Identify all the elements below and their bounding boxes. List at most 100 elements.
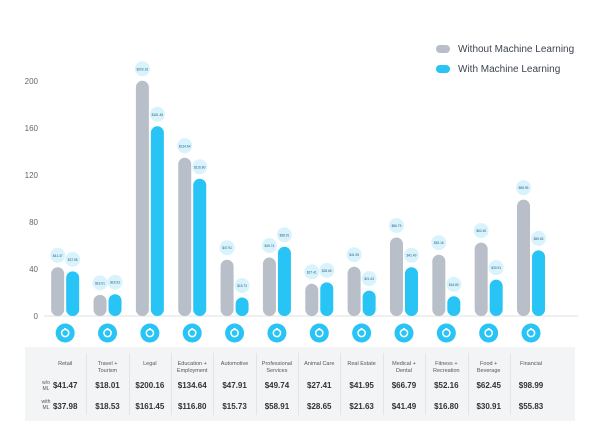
bubble-with-ml: $37.98 — [65, 251, 81, 267]
briefcase-icon — [267, 323, 287, 343]
category-label: Professional Services — [261, 361, 293, 374]
bubble-circle — [234, 278, 250, 294]
bubble-circle — [473, 223, 489, 239]
legend: Without Machine Learning With Machine Le… — [436, 39, 574, 79]
bar-with-ml — [235, 297, 249, 316]
column-separator — [509, 353, 511, 415]
category-label: Retail — [58, 361, 73, 367]
category-label: Fitness + Recreation — [433, 361, 460, 374]
bubble-without-ml: $200.16 — [134, 61, 150, 77]
bar-without-ml — [347, 266, 361, 316]
value-with-ml: $41.49 — [391, 402, 417, 411]
bar-with-ml — [404, 267, 418, 316]
bar-without-ml — [305, 283, 319, 316]
value-without-ml: $27.41 — [307, 381, 332, 390]
value-without-ml: $47.91 — [222, 381, 247, 390]
value-with-ml: $116.80 — [177, 402, 207, 411]
bubble-circle — [92, 275, 108, 291]
bar-with-ml — [193, 178, 207, 316]
data-label: $49.74 — [265, 244, 275, 248]
bubble-with-ml: $116.80 — [192, 159, 208, 175]
bubble-circle — [431, 235, 447, 251]
data-label: $41.49 — [407, 254, 417, 258]
bar-with-ml — [447, 296, 461, 316]
bubble-circle — [388, 218, 404, 234]
column-separator — [128, 353, 130, 415]
bar-with-ml — [532, 250, 546, 316]
data-label: $27.41 — [307, 270, 317, 274]
data-label: $18.01 — [95, 281, 105, 285]
bubble-circle — [403, 247, 419, 263]
bubble-without-ml: $41.95 — [346, 247, 362, 263]
value-without-ml: $62.45 — [476, 381, 501, 390]
bar-with-ml — [108, 294, 122, 316]
value-without-ml: $66.79 — [391, 381, 417, 390]
bubble-circle — [219, 240, 235, 256]
bubble-circle — [107, 274, 123, 290]
bubble-without-ml: $98.99 — [516, 180, 532, 196]
tooth-icon — [394, 323, 414, 343]
bubble-with-ml: $30.91 — [488, 260, 504, 276]
bar-without-ml — [474, 242, 488, 316]
data-label: $47.91 — [222, 246, 232, 250]
legend-label-without: Without Machine Learning — [458, 43, 575, 55]
data-label: $41.95 — [349, 253, 359, 257]
category-label: Travel + Tourism — [97, 361, 118, 374]
bubble-circle — [361, 271, 377, 287]
y-tick-label: 40 — [29, 265, 38, 274]
bar-without-ml — [389, 237, 403, 316]
value-without-ml: $41.47 — [52, 381, 78, 390]
bubble-circle — [531, 230, 547, 246]
value-without-ml: $41.95 — [349, 381, 374, 390]
bubble-with-ml: $21.63 — [361, 271, 377, 287]
car-icon — [225, 323, 245, 343]
bubble-without-ml: $41.47 — [50, 247, 66, 263]
bubble-circle — [516, 180, 532, 196]
row-label-with: with ML — [41, 399, 51, 411]
bubble-circle — [192, 159, 208, 175]
y-tick-label: 0 — [34, 312, 39, 321]
data-label: $200.16 — [137, 67, 149, 71]
bubble-without-ml: $18.01 — [92, 275, 108, 291]
data-label: $15.73 — [237, 284, 247, 288]
bubble-circle — [177, 138, 193, 154]
category-label: Animal Care — [304, 361, 335, 367]
column-separator — [255, 353, 257, 415]
legend-item-without: Without Machine Learning — [436, 39, 574, 59]
category-label: Medical + Dental — [392, 361, 416, 374]
data-label: $52.16 — [434, 241, 444, 245]
palm-tree-icon — [98, 323, 118, 343]
value-with-ml: $21.63 — [349, 402, 374, 411]
data-label: $58.91 — [280, 233, 290, 237]
bubble-circle — [346, 247, 362, 263]
bar-without-ml — [432, 254, 446, 316]
bar-with-ml — [362, 290, 376, 316]
y-tick-label: 120 — [25, 171, 39, 180]
bubble-without-ml: $62.45 — [473, 223, 489, 239]
data-label: $161.45 — [152, 113, 164, 117]
bar-with-ml — [320, 282, 334, 316]
data-label: $134.64 — [179, 144, 191, 148]
bubble-without-ml: $49.74 — [261, 238, 277, 254]
bubble-with-ml: $161.45 — [149, 106, 165, 122]
bank-icon — [521, 323, 541, 343]
category-label: Food + Beverage — [476, 361, 501, 374]
data-label: $16.80 — [449, 283, 459, 287]
data-label: $18.53 — [110, 281, 120, 285]
data-label: $21.63 — [364, 277, 374, 281]
bubble-circle — [319, 262, 335, 278]
bar-without-ml — [51, 267, 65, 316]
value-with-ml: $28.65 — [307, 402, 332, 411]
bubble-circle — [304, 264, 320, 280]
bubble-without-ml: $134.64 — [177, 138, 193, 154]
value-with-ml: $16.80 — [434, 402, 459, 411]
value-with-ml: $58.91 — [264, 402, 290, 411]
category-label: Education + Employment — [176, 361, 208, 374]
bubble-with-ml: $15.73 — [234, 278, 250, 294]
bubble-with-ml: $58.91 — [276, 227, 292, 243]
value-without-ml: $200.16 — [135, 381, 165, 390]
value-without-ml: $49.74 — [264, 381, 290, 390]
bar-with-ml — [489, 279, 503, 316]
bubble-with-ml: $41.49 — [403, 247, 419, 263]
bar-without-ml — [220, 259, 234, 316]
